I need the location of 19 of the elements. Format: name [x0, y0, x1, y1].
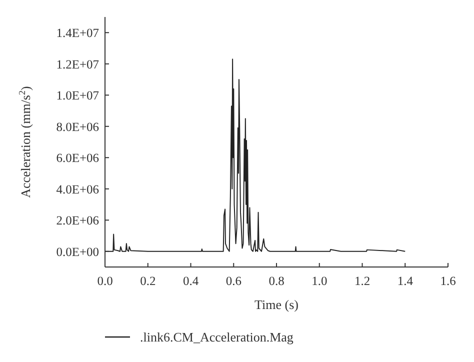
y-tick-label: 1.0E+07	[56, 88, 99, 102]
y-tick-label: 2.0E+06	[56, 214, 99, 228]
y-tick-label: 8.0E+06	[56, 120, 99, 134]
x-tick-label: 0.0	[97, 274, 113, 288]
x-tick-label: 0.8	[268, 274, 284, 288]
x-axis-title: Time (s)	[254, 297, 298, 312]
y-tick-label: 1.4E+07	[56, 26, 99, 40]
y-tick-label: 1.2E+07	[56, 57, 99, 72]
x-tick-label: 1.2	[354, 274, 370, 288]
y-tick-label: 6.0E+06	[56, 151, 99, 165]
x-tick-label: 1.6	[440, 274, 456, 288]
y-tick-label: 4.0E+06	[56, 182, 99, 196]
x-tick-label: 0.6	[226, 274, 242, 288]
x-tick-label: 1.0	[312, 274, 328, 288]
x-tick-label: 0.4	[182, 274, 200, 288]
x-tick-label: 1.4	[397, 274, 414, 288]
legend-label: .link6.CM_Acceleration.Mag	[140, 330, 294, 345]
x-tick-label: 0.2	[140, 274, 156, 288]
y-tick-label: 0.0E+00	[56, 244, 99, 259]
